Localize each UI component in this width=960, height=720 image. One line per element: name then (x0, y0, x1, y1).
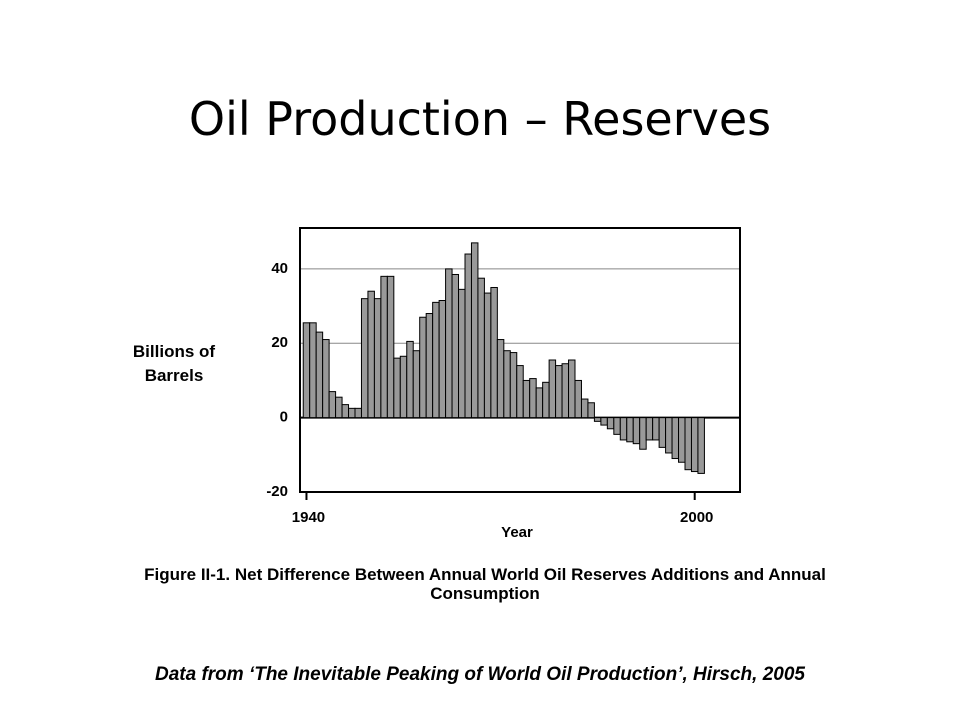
bar (658, 417, 667, 448)
bar (445, 268, 453, 419)
bar (568, 359, 576, 419)
bar (542, 381, 550, 419)
bar (652, 417, 660, 441)
bar (697, 417, 705, 474)
bar (678, 417, 686, 463)
bar (490, 286, 498, 419)
bar (548, 359, 557, 419)
bar (425, 313, 434, 419)
y-tick-label: -20 (266, 483, 288, 500)
bar (315, 331, 324, 419)
bar (684, 417, 692, 471)
x-axis-label: Year (501, 524, 533, 541)
bar (561, 363, 570, 419)
bar (600, 417, 608, 426)
bar (639, 417, 647, 450)
y-tick-label: 0 (280, 409, 288, 426)
bar (419, 316, 427, 419)
slide-title: Oil Production – Reserves (188, 92, 772, 146)
bar (555, 365, 563, 419)
bar (503, 350, 511, 419)
bar (522, 379, 531, 419)
bar (302, 322, 311, 419)
bar (470, 242, 479, 419)
bar (496, 339, 505, 419)
bar (483, 292, 492, 419)
bar (645, 417, 654, 441)
bar (393, 357, 401, 419)
bar (619, 417, 628, 441)
bar (626, 417, 634, 443)
bar (451, 273, 460, 419)
bar (529, 378, 537, 419)
x-tick-label: 2000 (680, 509, 713, 526)
y-axis-label: Billions of Barrels (132, 342, 216, 385)
bar (606, 417, 615, 430)
bar (574, 379, 582, 419)
bar (328, 391, 337, 419)
bar (587, 402, 595, 419)
y-tick-label: 20 (271, 334, 288, 351)
bar (671, 417, 680, 460)
bar (399, 355, 408, 419)
bar (438, 300, 447, 419)
bar (373, 298, 382, 419)
bar (386, 275, 395, 419)
footer: Data from ‘The Inevitable Peaking of Wor… (154, 664, 805, 685)
bar (354, 407, 362, 419)
bar (593, 417, 602, 422)
bar (348, 407, 356, 419)
bar (690, 417, 699, 473)
y-tick-label: 40 (271, 260, 288, 277)
bar (322, 339, 330, 419)
bar (665, 417, 673, 454)
bar (341, 404, 350, 419)
bar (309, 322, 317, 419)
bar (432, 301, 440, 419)
plot-frame (299, 227, 741, 493)
bar (380, 275, 388, 419)
caption: Figure II-1. Net Difference Between Annu… (144, 565, 826, 603)
bar (632, 417, 641, 445)
bar (412, 350, 421, 419)
x-tick-label: 1940 (292, 509, 325, 526)
bar (367, 290, 375, 419)
bar (535, 387, 544, 419)
bar (613, 417, 621, 435)
bar (360, 298, 369, 419)
bar (335, 396, 343, 419)
bar (477, 277, 485, 419)
bar (458, 288, 466, 419)
bar (464, 253, 472, 419)
bar (406, 340, 414, 419)
bar (509, 352, 518, 419)
bar (516, 365, 524, 419)
bar (580, 398, 589, 419)
